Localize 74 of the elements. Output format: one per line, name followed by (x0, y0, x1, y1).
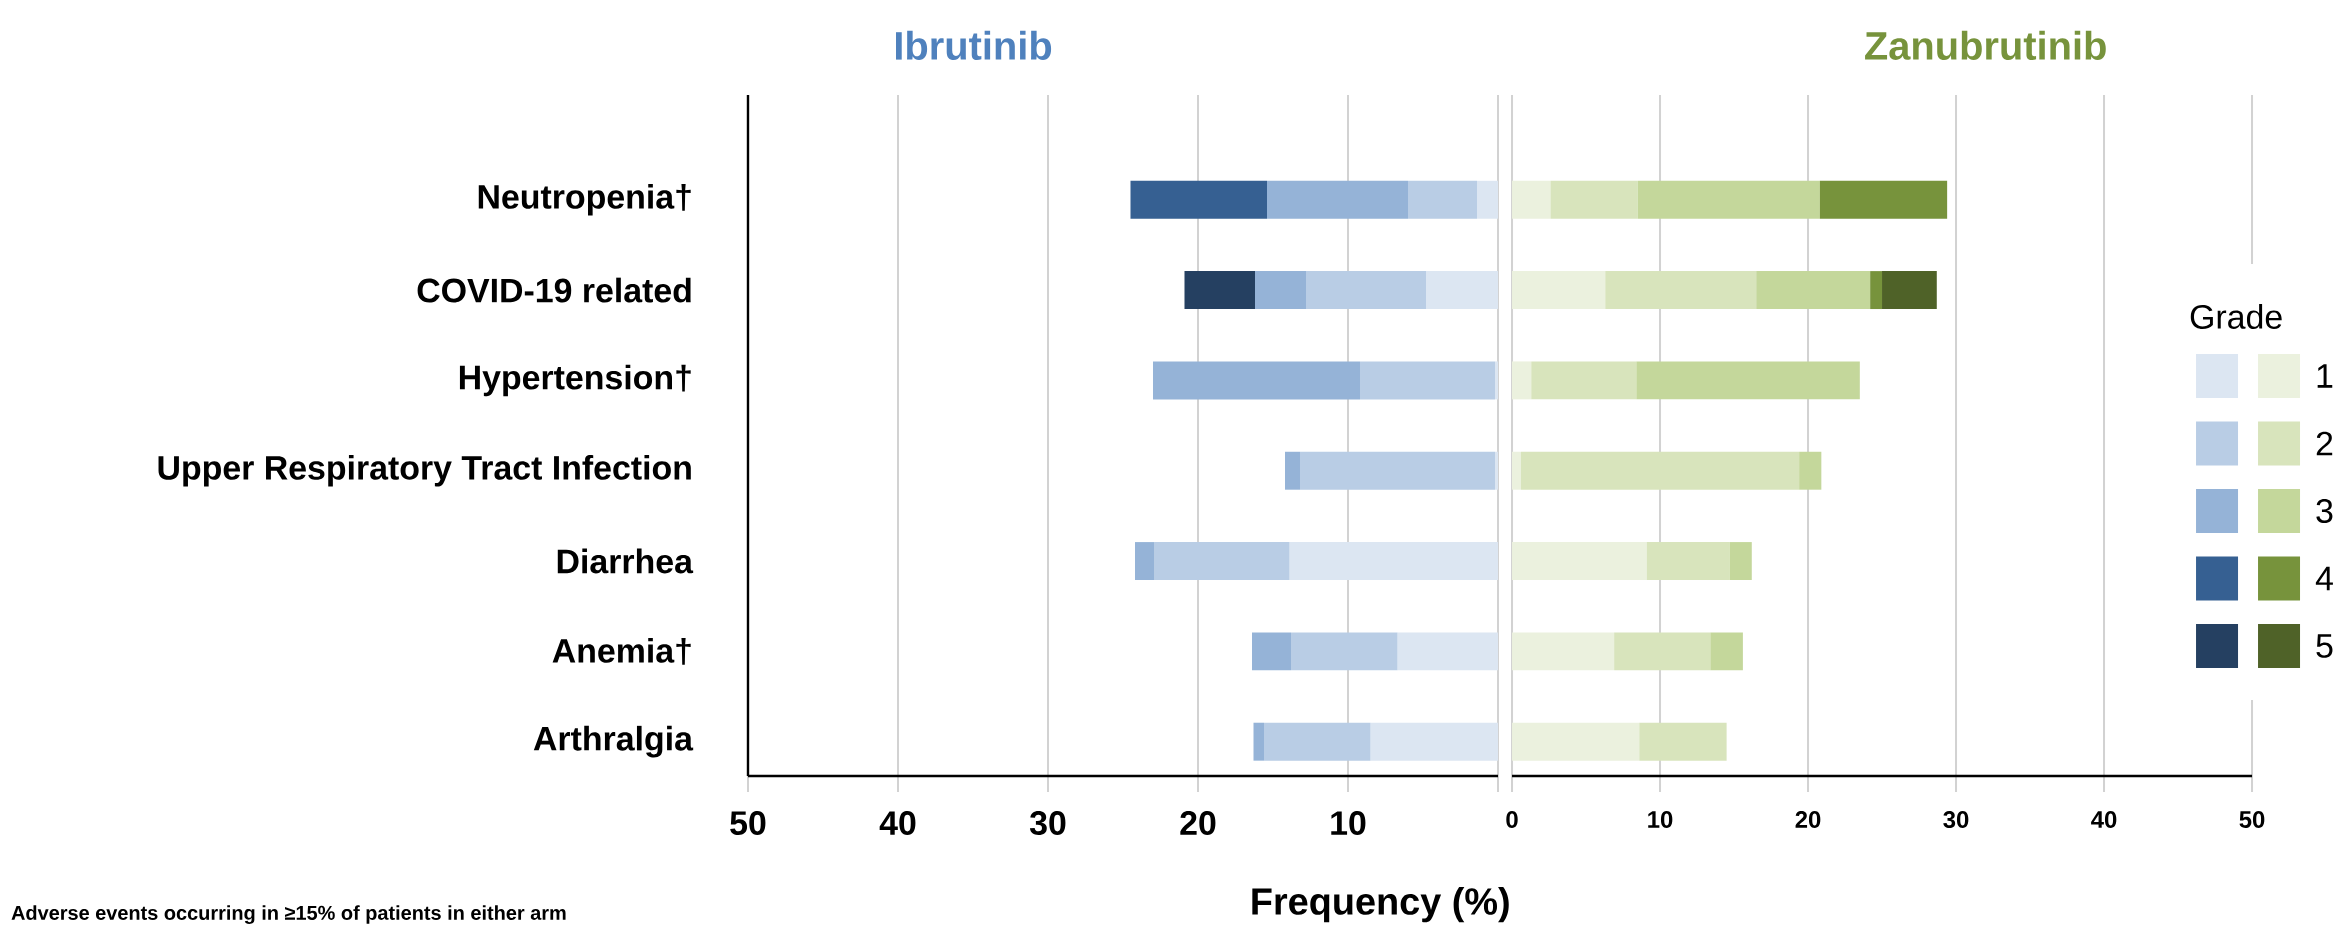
bar (1710, 632, 1743, 671)
y-tick-label: Diarrhea (557, 548, 694, 574)
y-tick-label: Neutropenia† (478, 183, 691, 216)
bar (1550, 180, 1638, 219)
bar (1531, 361, 1637, 400)
bar (1512, 542, 1647, 581)
bar (1646, 542, 1730, 581)
x-tick-label: 20 (1180, 811, 1216, 836)
bar (1882, 271, 1937, 310)
legend-label: 3 (2316, 499, 2333, 523)
bar (1799, 451, 1822, 490)
y-tick-label: Anemia† (552, 637, 691, 665)
bar (1512, 451, 1521, 490)
bar (1512, 722, 1640, 761)
bar (1252, 632, 1291, 671)
bar (1614, 632, 1711, 671)
chart-title: Zanubrutinib (1865, 30, 2106, 60)
bar (1184, 271, 1255, 310)
text: Adverse events occurring in ≥15% of patients in either arm (11, 905, 566, 924)
legend-label: 2 (2316, 431, 2333, 456)
x-tick-label: 40 (879, 811, 916, 836)
bar (1253, 722, 1264, 761)
bar (1285, 451, 1300, 490)
legend-label: 1 (2317, 364, 2333, 388)
bar (1512, 180, 1551, 219)
chart-title: Ibrutinib (895, 30, 1052, 60)
x-tick-label: 20 (1795, 811, 1821, 828)
bar (1130, 180, 1267, 219)
legend-title: Grade (2190, 304, 2282, 329)
bar (1291, 632, 1398, 671)
bar (1819, 180, 1948, 219)
bar (1512, 271, 1606, 310)
bar (1134, 542, 1155, 581)
bar (1300, 451, 1495, 490)
bar (1637, 180, 1820, 219)
y-tick-label: Upper Respiratory Tract Infection (158, 454, 691, 487)
x-tick-label: 30 (1943, 811, 1969, 829)
bar (1605, 271, 1757, 310)
bar (1370, 722, 1498, 761)
bar (1306, 271, 1426, 310)
bar (1289, 542, 1498, 581)
bar (1495, 361, 1498, 400)
y-tick-label: COVID-19 related (417, 277, 691, 303)
bar (1397, 632, 1498, 671)
y-tick-label: Hypertension† (459, 364, 691, 397)
bar (1360, 361, 1495, 400)
x-axis-title: Frequency (%) (1252, 887, 1509, 923)
bar (1636, 361, 1860, 400)
x-tick-label: 10 (1331, 811, 1366, 836)
bar (1512, 632, 1615, 671)
bar (1495, 451, 1498, 490)
bar (1152, 361, 1360, 400)
legend-label: 4 (2315, 566, 2333, 591)
bar (1477, 180, 1498, 219)
x-tick-label: 50 (730, 811, 766, 836)
x-tick-label: 50 (2239, 811, 2265, 828)
legend-label: 5 (2316, 634, 2333, 658)
bar (1426, 271, 1498, 310)
x-tick-label: 10 (1648, 811, 1673, 828)
bar (1267, 180, 1408, 219)
bar (1756, 271, 1871, 310)
bar (1729, 542, 1752, 581)
bar (1870, 271, 1883, 310)
bar (1408, 180, 1477, 219)
bar (1255, 271, 1306, 310)
bar (1264, 722, 1371, 761)
bar (1512, 361, 1532, 400)
bar (1154, 542, 1290, 581)
x-tick-label: 30 (1029, 811, 1066, 836)
y-tick-label: Arthralgia (533, 725, 694, 758)
x-tick-label: 0 (1506, 811, 1518, 828)
bar (1520, 451, 1800, 490)
x-tick-label: 40 (2091, 811, 2117, 828)
bar (1639, 722, 1727, 761)
